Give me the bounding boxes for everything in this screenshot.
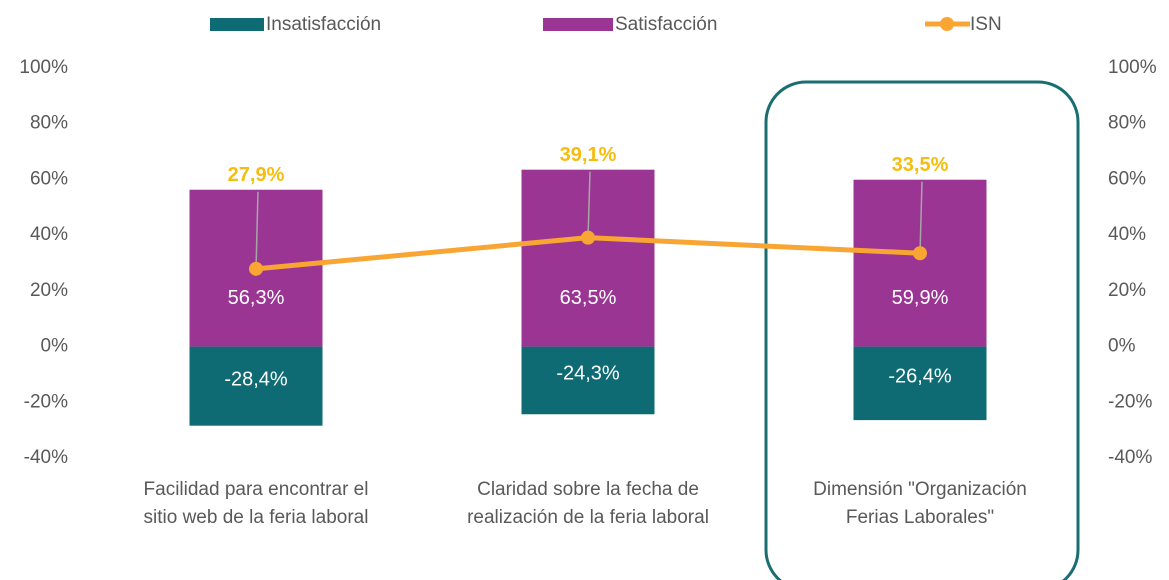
y-tick-label: 0% (41, 336, 69, 357)
value-label: -26,4% (888, 366, 952, 388)
leader-line (587, 171, 591, 238)
highlight-frame (764, 80, 1080, 580)
legend-marker (940, 17, 954, 31)
y2-tick-label: 20% (1108, 280, 1146, 301)
bar (853, 346, 987, 421)
x-tick-label: Claridad sobre la fecha de (477, 479, 699, 500)
y2-tick-label: -20% (1108, 391, 1152, 412)
bar (521, 346, 655, 415)
leader-line (255, 191, 259, 269)
y2-tick-label: 80% (1108, 113, 1146, 134)
line-value-label: 39,1% (560, 144, 617, 166)
y-tick-label: 60% (30, 168, 68, 189)
value-label: -24,3% (556, 363, 620, 385)
bar (189, 346, 323, 426)
y2-tick-label: 100% (1108, 57, 1157, 78)
value-label: -28,4% (224, 368, 288, 390)
value-label: 63,5% (560, 287, 617, 309)
x-tick-label: Dimensión "Organización (813, 479, 1027, 500)
y-tick-label: 80% (30, 113, 68, 134)
line-value-label: 27,9% (228, 164, 285, 186)
y-tick-label: -20% (24, 391, 68, 412)
y2-tick-label: 0% (1108, 336, 1136, 357)
y-tick-label: 40% (30, 224, 68, 245)
y-tick-label: 20% (30, 280, 68, 301)
legend-label: Satisfacción (615, 14, 717, 35)
value-label: 59,9% (892, 287, 949, 309)
bar (521, 169, 655, 347)
x-tick-label: Facilidad para encontrar el (144, 479, 369, 500)
y2-tick-label: 60% (1108, 168, 1146, 189)
legend-swatch (210, 18, 264, 31)
line-value-label: 33,5% (892, 154, 949, 176)
y-tick-label: -40% (24, 447, 68, 468)
line-point (913, 246, 927, 261)
y-tick-label: 100% (19, 57, 68, 78)
y2-tick-label: 40% (1108, 224, 1146, 245)
line-point (249, 261, 263, 276)
x-tick-label: Ferias Laborales" (846, 507, 994, 528)
value-label: 56,3% (228, 287, 285, 309)
y2-tick-label: -40% (1108, 447, 1152, 468)
bar (853, 179, 987, 347)
x-tick-label: sitio web de la feria laboral (144, 507, 369, 528)
line-point (581, 230, 595, 245)
leader-line (919, 181, 923, 254)
legend-label: ISN (970, 14, 1002, 35)
legend-swatch (543, 18, 613, 31)
legend-label: Insatisfacción (266, 14, 381, 35)
x-tick-label: realización de la feria laboral (467, 507, 709, 528)
